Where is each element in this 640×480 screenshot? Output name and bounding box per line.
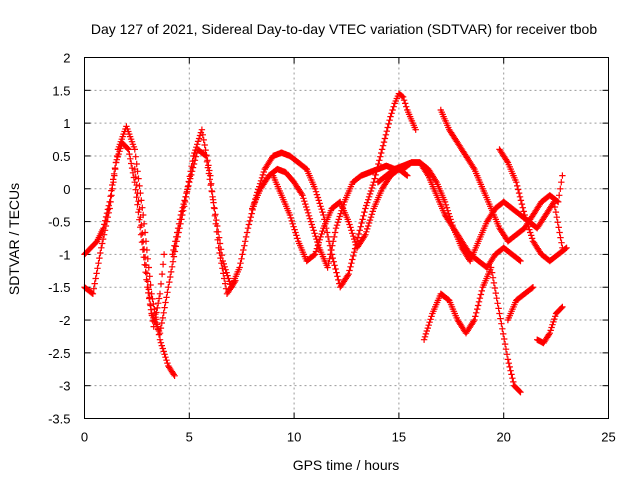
- series-marker-trace: [437, 106, 566, 245]
- y-tick-label: 0: [63, 182, 70, 197]
- y-tick-label: 1: [63, 116, 70, 131]
- series-track-12: [504, 284, 537, 324]
- y-tick-label: -3: [59, 379, 71, 394]
- series-track-7: [303, 90, 419, 291]
- series-marker-trace: [420, 264, 524, 396]
- axis-ticks: 0 5 10 15 20 25 -3.5 -3 -2.5 -2 -1.5 -1 -0.5 0 0.5 1 1.5…: [48, 51, 616, 445]
- y-tick-label: 0.5: [52, 149, 70, 164]
- y-tick-label: -1.5: [48, 280, 70, 295]
- series-marker-trace: [169, 146, 310, 291]
- x-axis-label: GPS time / hours: [293, 457, 400, 473]
- series-track-9: [420, 264, 524, 396]
- x-tick-label: 15: [392, 430, 406, 445]
- x-tick-label: 20: [496, 430, 510, 445]
- y-tick-label: 1.5: [52, 83, 70, 98]
- y-axis-label: SDTVAR / TECUs: [6, 183, 22, 295]
- series-marker-trace: [131, 126, 239, 337]
- y-tick-label: -1: [59, 247, 71, 262]
- series-marker-trace: [81, 139, 168, 330]
- y-tick-label: 2: [63, 51, 70, 66]
- chart-title: Day 127 of 2021, Sidereal Day-to-day VTE…: [91, 21, 598, 37]
- series-track-2: [81, 139, 168, 330]
- data-marks: [81, 90, 570, 396]
- series-marker-trace: [496, 146, 570, 265]
- x-tick-label: 5: [186, 430, 193, 445]
- y-tick-label: -2: [59, 313, 71, 328]
- series-marker-trace: [303, 90, 419, 291]
- x-tick-label: 0: [81, 430, 88, 445]
- x-tick-label: 25: [601, 430, 615, 445]
- series-marker-trace: [81, 123, 178, 379]
- x-tick-label: 10: [287, 430, 301, 445]
- grid-lines: [84, 57, 609, 419]
- y-tick-label: -2.5: [48, 346, 70, 361]
- series-marker-trace: [374, 159, 566, 265]
- series-track-4: [169, 146, 310, 291]
- series-track-1: [81, 123, 178, 379]
- series-track-3: [131, 126, 239, 337]
- series-track-8: [374, 159, 566, 265]
- series-track-13: [534, 303, 566, 347]
- series-marker-trace: [534, 303, 566, 347]
- series-track-10: [437, 106, 566, 245]
- series-marker-trace: [504, 284, 537, 324]
- series-track-11: [496, 146, 570, 265]
- y-tick-label: -3.5: [48, 412, 70, 427]
- plot-frame: [84, 57, 609, 419]
- y-tick-label: -0.5: [48, 215, 70, 230]
